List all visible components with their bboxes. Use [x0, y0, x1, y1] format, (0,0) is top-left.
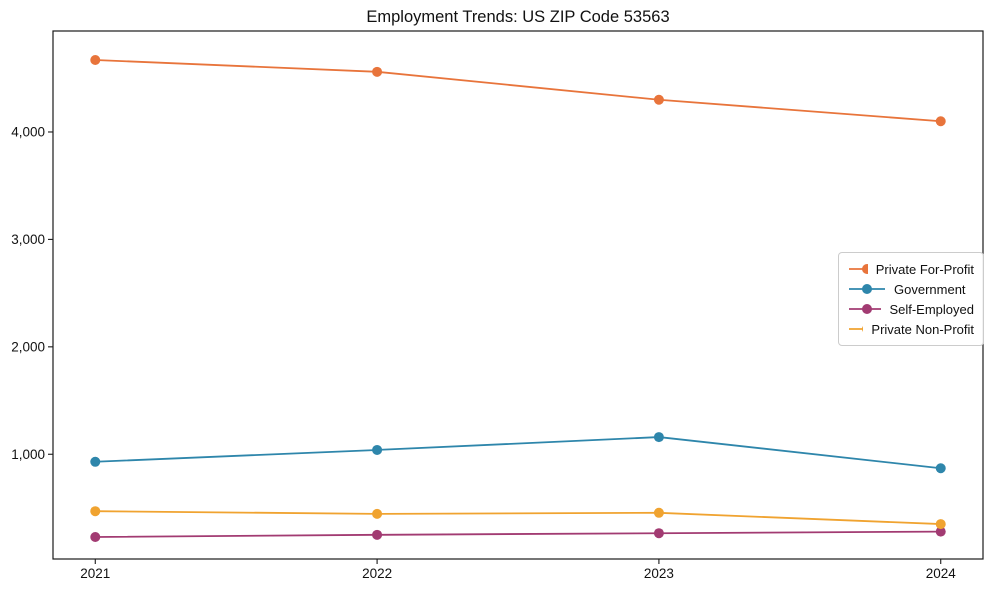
legend-marker-icon — [849, 304, 882, 314]
data-point-private-for-profit-2022 — [372, 66, 383, 77]
legend-marker-icon — [849, 284, 885, 294]
legend-item: Private For-Profit — [848, 261, 974, 277]
data-point-government-2021 — [90, 456, 101, 467]
x-tick-label: 2022 — [362, 566, 392, 581]
legend-marker-icon — [849, 264, 868, 274]
x-tick-label: 2024 — [926, 566, 957, 581]
series-self-employed — [90, 526, 946, 542]
data-point-private-non-profit-2022 — [372, 508, 383, 519]
data-point-private-non-profit-2021 — [90, 506, 101, 517]
data-point-private-for-profit-2024 — [935, 116, 946, 127]
legend-item: Self-Employed — [848, 301, 974, 317]
data-point-self-employed-2022 — [372, 529, 383, 540]
y-tick-label: 3,000 — [11, 232, 45, 247]
y-tick-label: 2,000 — [11, 339, 45, 354]
legend-item: Government — [848, 281, 974, 297]
y-tick-label: 4,000 — [11, 124, 45, 139]
legend: Private For-Profit Government Self-Employe… — [838, 252, 984, 346]
series-private-non-profit — [90, 506, 946, 530]
data-point-government-2024 — [935, 463, 946, 474]
legend-label: Private For-Profit — [875, 261, 974, 277]
legend-item: Private Non-Profit — [848, 321, 974, 337]
data-point-private-for-profit-2021 — [90, 55, 101, 66]
data-point-government-2023 — [653, 432, 664, 443]
data-point-self-employed-2024 — [935, 526, 946, 537]
x-tick-label: 2023 — [644, 566, 674, 581]
series-line-government — [94, 436, 942, 470]
x-tick-label: 2021 — [80, 566, 110, 581]
data-point-self-employed-2021 — [90, 531, 101, 542]
legend-label: Self-Employed — [889, 301, 974, 317]
chart-title: Employment Trends: US ZIP Code 53563 — [366, 8, 670, 26]
series-line-private-for-profit — [94, 59, 942, 123]
series-line-self-employed — [94, 530, 942, 538]
y-tick-label: 1,000 — [11, 447, 45, 462]
data-point-private-for-profit-2023 — [653, 94, 664, 105]
data-point-private-non-profit-2024 — [935, 519, 946, 530]
legend-label: Private Non-Profit — [871, 321, 974, 337]
series-line-private-non-profit — [94, 510, 942, 525]
legend-label: Government — [894, 281, 966, 297]
data-point-self-employed-2023 — [653, 528, 664, 539]
data-point-government-2022 — [372, 444, 383, 455]
data-point-private-non-profit-2023 — [653, 507, 664, 518]
legend-marker-icon — [849, 325, 864, 333]
series-private-for-profit — [90, 55, 946, 127]
series-government — [90, 432, 946, 474]
